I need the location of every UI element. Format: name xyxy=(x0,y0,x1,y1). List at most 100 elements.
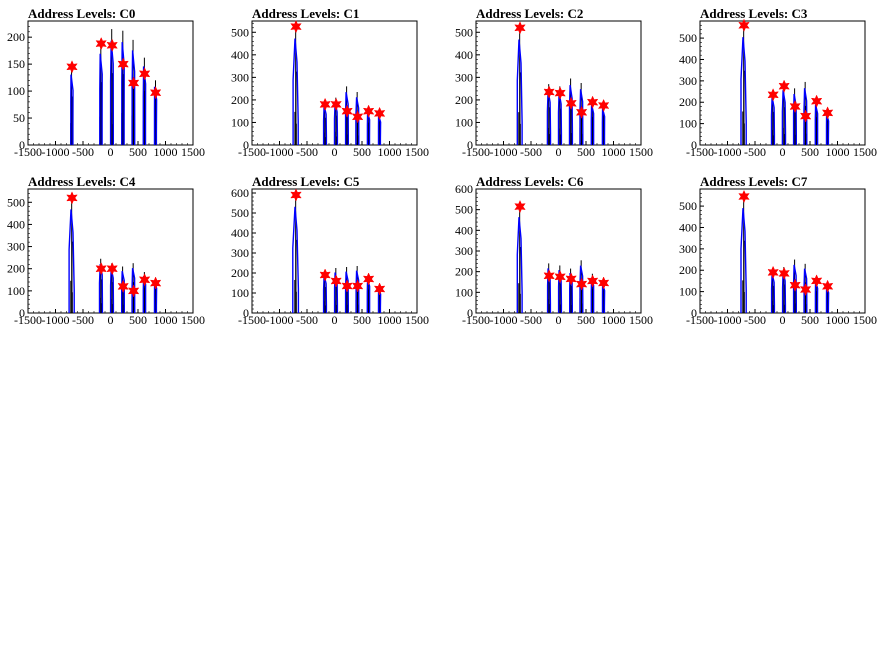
peak-marker xyxy=(778,266,790,281)
series-line xyxy=(99,53,103,145)
peak-marker xyxy=(799,282,812,297)
peak-marker xyxy=(554,270,566,284)
chart-title: Address Levels: C4 xyxy=(28,174,136,189)
chart-panel-7: Address Levels: C70100200300400500-1500-… xyxy=(679,174,877,327)
x-tick-label: -500 xyxy=(72,313,94,327)
chart-panel-1: Address Levels: C10100200300400500-1500-… xyxy=(231,6,429,159)
peak-marker xyxy=(319,268,331,282)
peak-marker xyxy=(117,279,129,294)
peak-3 xyxy=(341,86,353,145)
peak-marker xyxy=(821,106,834,120)
y-tick-label: 400 xyxy=(7,217,25,231)
x-tick-label: -500 xyxy=(520,145,542,159)
chart-panel-5: Address Levels: C5 0 100 200 300 400 500 600 -15… xyxy=(231,174,429,327)
x-tick-label: 500 xyxy=(129,313,147,327)
peak-1 xyxy=(767,88,779,145)
peak-2 xyxy=(554,265,566,313)
x-tick-label: 500 xyxy=(353,145,371,159)
y-tick-label: 600 xyxy=(455,182,473,196)
series-line xyxy=(292,206,300,313)
peak-marker xyxy=(373,282,386,296)
peak-3 xyxy=(789,259,801,313)
peak-0 xyxy=(290,188,302,313)
series-line xyxy=(601,108,606,145)
x-tick-label: -1000 xyxy=(266,313,294,327)
peak-marker xyxy=(66,191,78,205)
peak-2 xyxy=(106,262,118,313)
y-tick-label: 0 xyxy=(19,306,25,320)
y-tick-label: 200 xyxy=(231,93,249,107)
peak-marker xyxy=(586,274,599,288)
peak-marker xyxy=(543,269,555,283)
peak-6 xyxy=(373,106,386,145)
y-tick-label: 0 xyxy=(19,138,25,152)
peak-marker xyxy=(575,277,588,291)
x-tick-label: -500 xyxy=(520,313,542,327)
peak-4 xyxy=(127,39,140,145)
series-line xyxy=(516,217,523,313)
y-tick-label: 400 xyxy=(679,220,697,234)
series-line xyxy=(109,40,114,145)
peak-marker xyxy=(738,189,750,204)
x-tick-label: 500 xyxy=(577,145,595,159)
peak-marker xyxy=(565,272,577,286)
x-tick-label: 1500 xyxy=(629,145,653,159)
peak-4 xyxy=(799,81,812,145)
x-tick-label: 1500 xyxy=(853,145,877,159)
peak-marker xyxy=(149,86,162,100)
peak-6 xyxy=(821,279,834,313)
series-line xyxy=(792,93,797,145)
peak-3 xyxy=(341,267,353,313)
y-tick-label: 300 xyxy=(231,246,249,260)
y-tick-label: 400 xyxy=(455,48,473,62)
x-tick-label: 1500 xyxy=(853,313,877,327)
y-tick-label: 100 xyxy=(7,84,25,98)
y-tick-label: 500 xyxy=(231,206,249,220)
chart-panel-6: Address Levels: C6 0 100 200 300 400 500 600 -15… xyxy=(455,174,653,327)
peak-marker xyxy=(789,278,801,292)
x-tick-label: -1000 xyxy=(266,145,294,159)
x-tick-label: 0 xyxy=(556,145,562,159)
peak-marker xyxy=(597,98,610,113)
peak-0 xyxy=(514,21,526,145)
y-tick-label: 300 xyxy=(455,70,473,84)
x-tick-label: 1000 xyxy=(826,145,850,159)
peak-4 xyxy=(127,263,140,313)
series-line xyxy=(770,96,776,145)
x-tick-label: -1000 xyxy=(490,145,518,159)
peak-1 xyxy=(767,265,779,313)
x-tick-label: 1000 xyxy=(378,145,402,159)
x-tick-label: -1000 xyxy=(490,313,518,327)
x-tick-label: 500 xyxy=(353,313,371,327)
y-tick-label: 500 xyxy=(679,199,697,213)
x-tick-label: 1000 xyxy=(602,145,626,159)
peak-marker xyxy=(565,96,577,110)
chart-title: Address Levels: C2 xyxy=(476,6,583,21)
peak-marker xyxy=(330,97,342,112)
series-line xyxy=(355,270,360,313)
peak-marker xyxy=(138,67,151,81)
peak-marker xyxy=(138,273,151,287)
x-tick-label: 1500 xyxy=(405,313,429,327)
y-tick-label: 200 xyxy=(231,266,249,280)
peak-4 xyxy=(575,260,588,313)
peak-6 xyxy=(597,276,610,313)
y-tick-label: 500 xyxy=(679,31,697,45)
x-tick-label: -1500 xyxy=(14,313,42,327)
peak-2 xyxy=(330,97,342,145)
series-line xyxy=(516,39,523,145)
y-tick-label: 50 xyxy=(13,111,25,125)
peak-marker xyxy=(810,94,823,108)
x-tick-label: 1500 xyxy=(181,313,205,327)
x-tick-label: -1500 xyxy=(238,313,266,327)
x-tick-label: 1000 xyxy=(378,313,402,327)
x-tick-label: 1000 xyxy=(154,145,178,159)
peak-4 xyxy=(351,266,364,313)
peak-2 xyxy=(778,266,790,313)
y-tick-label: 100 xyxy=(7,284,25,298)
chart-panel-3: Address Levels: C30100200300400500-1500-… xyxy=(679,6,877,159)
peak-marker xyxy=(95,262,107,276)
y-tick-label: 200 xyxy=(7,30,25,44)
y-tick-label: 0 xyxy=(467,306,473,320)
chart-title: Address Levels: C7 xyxy=(700,174,808,189)
